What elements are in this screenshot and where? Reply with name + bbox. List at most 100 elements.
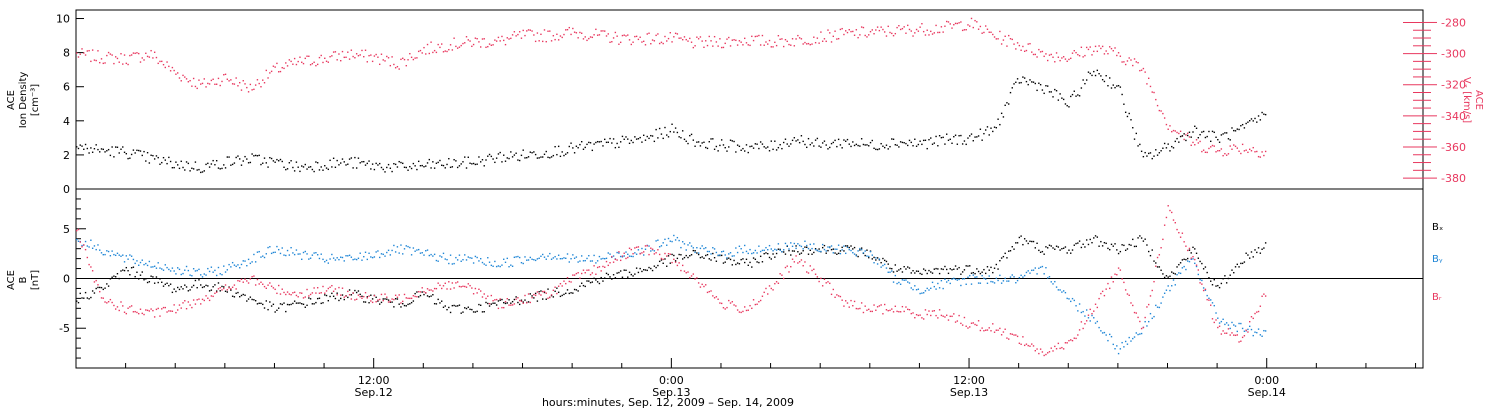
bx-series-point: [1057, 246, 1060, 248]
density-series-point: [1240, 125, 1242, 127]
by-series-point: [800, 245, 803, 248]
bx-series-point: [942, 268, 944, 271]
bz-series-point: [763, 291, 765, 294]
vx-series-point: [531, 30, 533, 32]
vx-series-point: [1029, 42, 1031, 45]
top-left-y-tick-label: 0: [63, 183, 70, 196]
density-series-point: [1140, 150, 1143, 153]
by-series-point: [1261, 335, 1263, 337]
bx-series-point: [983, 268, 985, 271]
density-series-point: [235, 156, 237, 159]
density-series-point: [1165, 147, 1168, 149]
by-series-point: [984, 278, 987, 280]
bx-series-point: [552, 296, 555, 298]
by-series-point: [343, 260, 345, 262]
by-series-point: [806, 244, 808, 247]
density-series-point: [738, 145, 741, 148]
bx-series-point: [354, 289, 356, 292]
vx-series-point: [724, 42, 726, 45]
by-series-point: [518, 256, 521, 259]
vx-series-point: [549, 30, 551, 32]
top-left-y-tick-label: 4: [63, 115, 70, 128]
by-series-point: [1178, 272, 1180, 274]
vx-series-point: [113, 62, 115, 65]
vx-series-point: [1148, 77, 1150, 80]
density-series-point: [336, 159, 338, 162]
bx-series-point: [568, 292, 570, 295]
bx-series-point: [876, 257, 879, 259]
vx-series-point: [1123, 61, 1125, 63]
bz-series-point: [311, 292, 314, 294]
bz-series-point: [724, 308, 726, 310]
vx-series-point: [915, 28, 918, 31]
bz-series-point: [823, 278, 826, 281]
density-series-point: [295, 161, 298, 163]
vx-series-point: [572, 27, 574, 30]
vx-series-point: [1093, 50, 1095, 53]
bx-series-point: [1023, 238, 1026, 240]
bx-series-point: [102, 288, 104, 291]
vx-series-point: [641, 41, 643, 43]
bz-series-point: [79, 241, 81, 243]
density-series-point: [1130, 119, 1132, 121]
by-series-point: [517, 255, 519, 258]
by-series-point: [157, 262, 159, 264]
bz-series-point: [1140, 327, 1143, 330]
by-series-point: [191, 275, 193, 277]
density-series-point: [1031, 81, 1033, 83]
bx-series-point: [1066, 252, 1068, 254]
density-series-point: [1013, 83, 1015, 85]
vx-series-point: [1156, 104, 1159, 107]
by-series-point: [524, 256, 526, 258]
by-series-point: [586, 257, 588, 260]
bz-series-point: [306, 288, 308, 291]
density-series-point: [1142, 155, 1145, 158]
vx-series-point: [1183, 138, 1185, 141]
bx-series-point: [396, 298, 399, 300]
bx-series-point: [841, 246, 843, 249]
bz-series-point: [559, 282, 562, 285]
bx-series-point: [428, 296, 431, 298]
bz-series-point: [795, 255, 797, 257]
density-series-point: [382, 168, 384, 171]
bz-series-point: [387, 301, 390, 303]
bx-series-point: [761, 261, 764, 263]
bz-series-point: [1199, 282, 1201, 284]
bz-series-point: [1181, 232, 1184, 234]
bz-series-point: [981, 327, 983, 329]
bz-series-point: [602, 265, 604, 268]
density-series-point: [1038, 82, 1040, 84]
density-series-point: [518, 159, 521, 162]
by-series-point: [598, 255, 601, 258]
bz-series-point: [90, 266, 92, 268]
density-series-point: [1085, 79, 1088, 81]
density-series-point: [602, 145, 604, 147]
by-series-point: [467, 256, 469, 258]
bz-series-point: [579, 277, 581, 279]
bz-series-point: [1114, 273, 1116, 275]
bz-series-point: [1204, 288, 1207, 291]
density-series-point: [267, 166, 269, 168]
bz-series-point: [742, 310, 744, 313]
bx-series-point: [1171, 271, 1173, 273]
bz-series-point: [517, 297, 519, 299]
vx-series-point: [1002, 39, 1005, 41]
bx-series-point: [1084, 246, 1086, 248]
bx-series-point: [800, 252, 803, 254]
by-series-point: [814, 248, 817, 251]
by-series-point: [88, 246, 90, 248]
bx-series-point: [118, 277, 120, 280]
density-series-point: [1197, 137, 1200, 139]
density-series-point: [954, 134, 957, 136]
bz-series-point: [926, 313, 928, 316]
bx-series-point: [970, 272, 973, 274]
density-series-point: [200, 171, 202, 174]
by-series-point: [276, 245, 278, 248]
bx-series-point: [215, 290, 218, 292]
bz-series-point: [224, 284, 227, 286]
density-series-point: [768, 150, 771, 152]
by-series-point: [316, 254, 319, 256]
density-series-point: [513, 154, 516, 156]
vx-series-point: [1098, 45, 1100, 47]
density-series-point: [324, 165, 326, 167]
